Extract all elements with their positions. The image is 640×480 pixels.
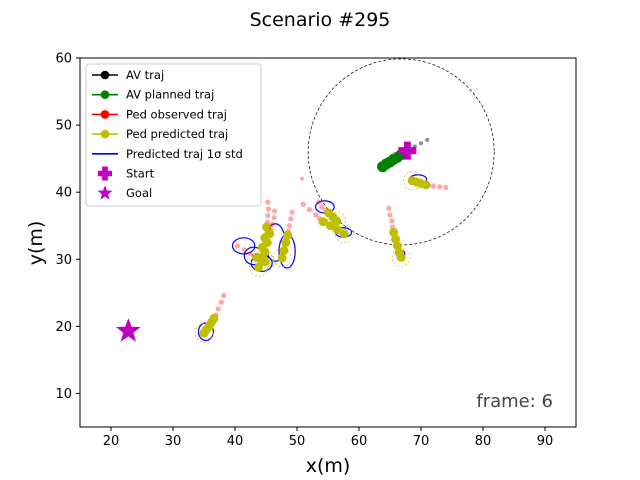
x-tick-label-20: 20: [103, 434, 120, 449]
ped-8-observed-point-2: [430, 183, 436, 189]
x-tick-label-50: 50: [289, 434, 306, 449]
ped-7-observed-point-1: [387, 212, 393, 218]
ped-4-observed-point-2: [286, 223, 293, 229]
ped-3-observed-point-0: [272, 208, 278, 214]
ped-6-predicted-point-2: [332, 216, 342, 226]
y-tick-label-40: 40: [55, 186, 72, 201]
ped-3-predicted-point-1: [262, 238, 272, 247]
legend-1-marker: [100, 90, 110, 99]
x-tick-label-80: 80: [475, 434, 492, 449]
ped-0-predicted-point-4: [199, 328, 209, 338]
av-planned-point-6: [377, 161, 389, 173]
ped-4-predicted-point-0: [283, 230, 293, 240]
std-contour-0: [197, 322, 214, 342]
x-tick-label-90: 90: [537, 434, 554, 449]
ped-0-observed-point-0: [221, 292, 227, 299]
av-traj-point-0: [425, 137, 430, 142]
legend-5-label: Start: [126, 167, 155, 181]
ped-3-observed-point-1: [271, 215, 277, 221]
ped-5-predicted-point-0: [318, 217, 328, 227]
ped-2-predicted-point-0: [262, 222, 272, 232]
y-tick-label-60: 60: [55, 52, 72, 67]
y-tick-label-10: 10: [55, 387, 72, 402]
legend-3-marker: [100, 129, 110, 139]
ped-4-observed-point-1: [288, 216, 294, 222]
ped-5-predicted-point-3: [339, 229, 349, 239]
legend-5-marker: [98, 166, 112, 181]
legend-2-label: Ped observed traj: [126, 107, 227, 121]
ped-8-observed-point-0: [443, 184, 449, 191]
ped-0-goal-ring: [194, 323, 214, 343]
x-tick-label-40: 40: [227, 434, 244, 449]
x-tick-label-60: 60: [351, 434, 368, 449]
legend: AV traj AV planned traj Ped observed traj P…: [85, 63, 262, 207]
ped-3-goal-ring: [254, 249, 273, 269]
ped-5-goal-ring: [334, 224, 354, 244]
legend-6-marker: [97, 185, 113, 200]
ped-7-goal-ring: [391, 247, 411, 267]
ped-4-goal-ring: [272, 248, 292, 268]
x-tick-label-30: 30: [165, 434, 182, 449]
ped-5-observed-point-2: [313, 212, 319, 218]
legend-4-label: Predicted traj 1σ std: [126, 147, 243, 161]
legend-0-marker: [100, 70, 110, 80]
goal-marker: [116, 318, 141, 342]
legend-6-label: Goal: [126, 186, 152, 200]
ped-1-observed-point-2: [247, 251, 254, 257]
ped-1-goal-ring: [256, 252, 275, 272]
plot-layer: [116, 58, 495, 343]
legend-1-label: AV planned traj: [126, 88, 214, 102]
axes-layer: 20 30 40 50 60 70 80 90 10 20 30 40 50 60: [55, 52, 553, 450]
ped-3-predicted-point-2: [260, 247, 270, 257]
ped-6-goal-ring: [327, 211, 347, 231]
ped-5-observed-point-0: [300, 201, 306, 207]
ped-0-observed-point-1: [218, 299, 224, 305]
ped-7-predicted-point-4: [396, 252, 406, 262]
ped-6-observed-point-0: [316, 199, 322, 205]
ped-5-observed-point-1: [306, 207, 312, 213]
ped-3-predicted-point-3: [259, 254, 269, 264]
ped-4-observed-point-0: [289, 209, 295, 215]
y-axis-label: y(m): [25, 221, 47, 266]
legend-box: [85, 63, 262, 207]
y-tick-label-20: 20: [55, 320, 72, 335]
ped-2-observed-point-2: [265, 213, 271, 219]
frame-annotation: frame: 6: [476, 391, 553, 412]
ped-6-observed-point-1: [319, 204, 325, 210]
legend-0-label: AV traj: [126, 68, 164, 82]
ped-7-observed-point-0: [386, 205, 392, 211]
ped-2-observed-point-0: [265, 199, 271, 205]
ped-7-observed-point-2: [389, 218, 395, 224]
y-tick-label-30: 30: [55, 253, 72, 268]
ped-3-observed-point-2: [269, 221, 275, 227]
ped-2-predicted-point-4: [254, 262, 264, 272]
ped-4-predicted-point-2: [279, 246, 289, 256]
ped-2-observed-point-1: [265, 206, 272, 212]
ped-3-predicted-point-0: [265, 229, 275, 239]
stray-observed-point-0: [299, 176, 304, 181]
ped-0-observed-point-2: [215, 306, 221, 312]
ped-4-predicted-point-3: [277, 253, 287, 263]
start-marker: [398, 141, 417, 160]
x-axis-label: x(m): [306, 455, 351, 477]
ped-4-predicted-point-1: [281, 238, 291, 247]
legend-2-marker: [100, 110, 110, 119]
chart-title: Scenario #295: [250, 9, 391, 31]
std-contour-1: [231, 237, 256, 255]
x-tick-label-70: 70: [413, 434, 430, 449]
ped-1-observed-point-0: [234, 243, 241, 249]
ped-1-observed-point-1: [241, 247, 247, 253]
ped-8-predicted-point-3: [407, 176, 417, 186]
y-tick-label-50: 50: [55, 119, 72, 134]
legend-3-label: Ped predicted traj: [126, 127, 228, 141]
av-traj-point-1: [419, 141, 423, 146]
ped-8-observed-point-1: [437, 184, 443, 190]
